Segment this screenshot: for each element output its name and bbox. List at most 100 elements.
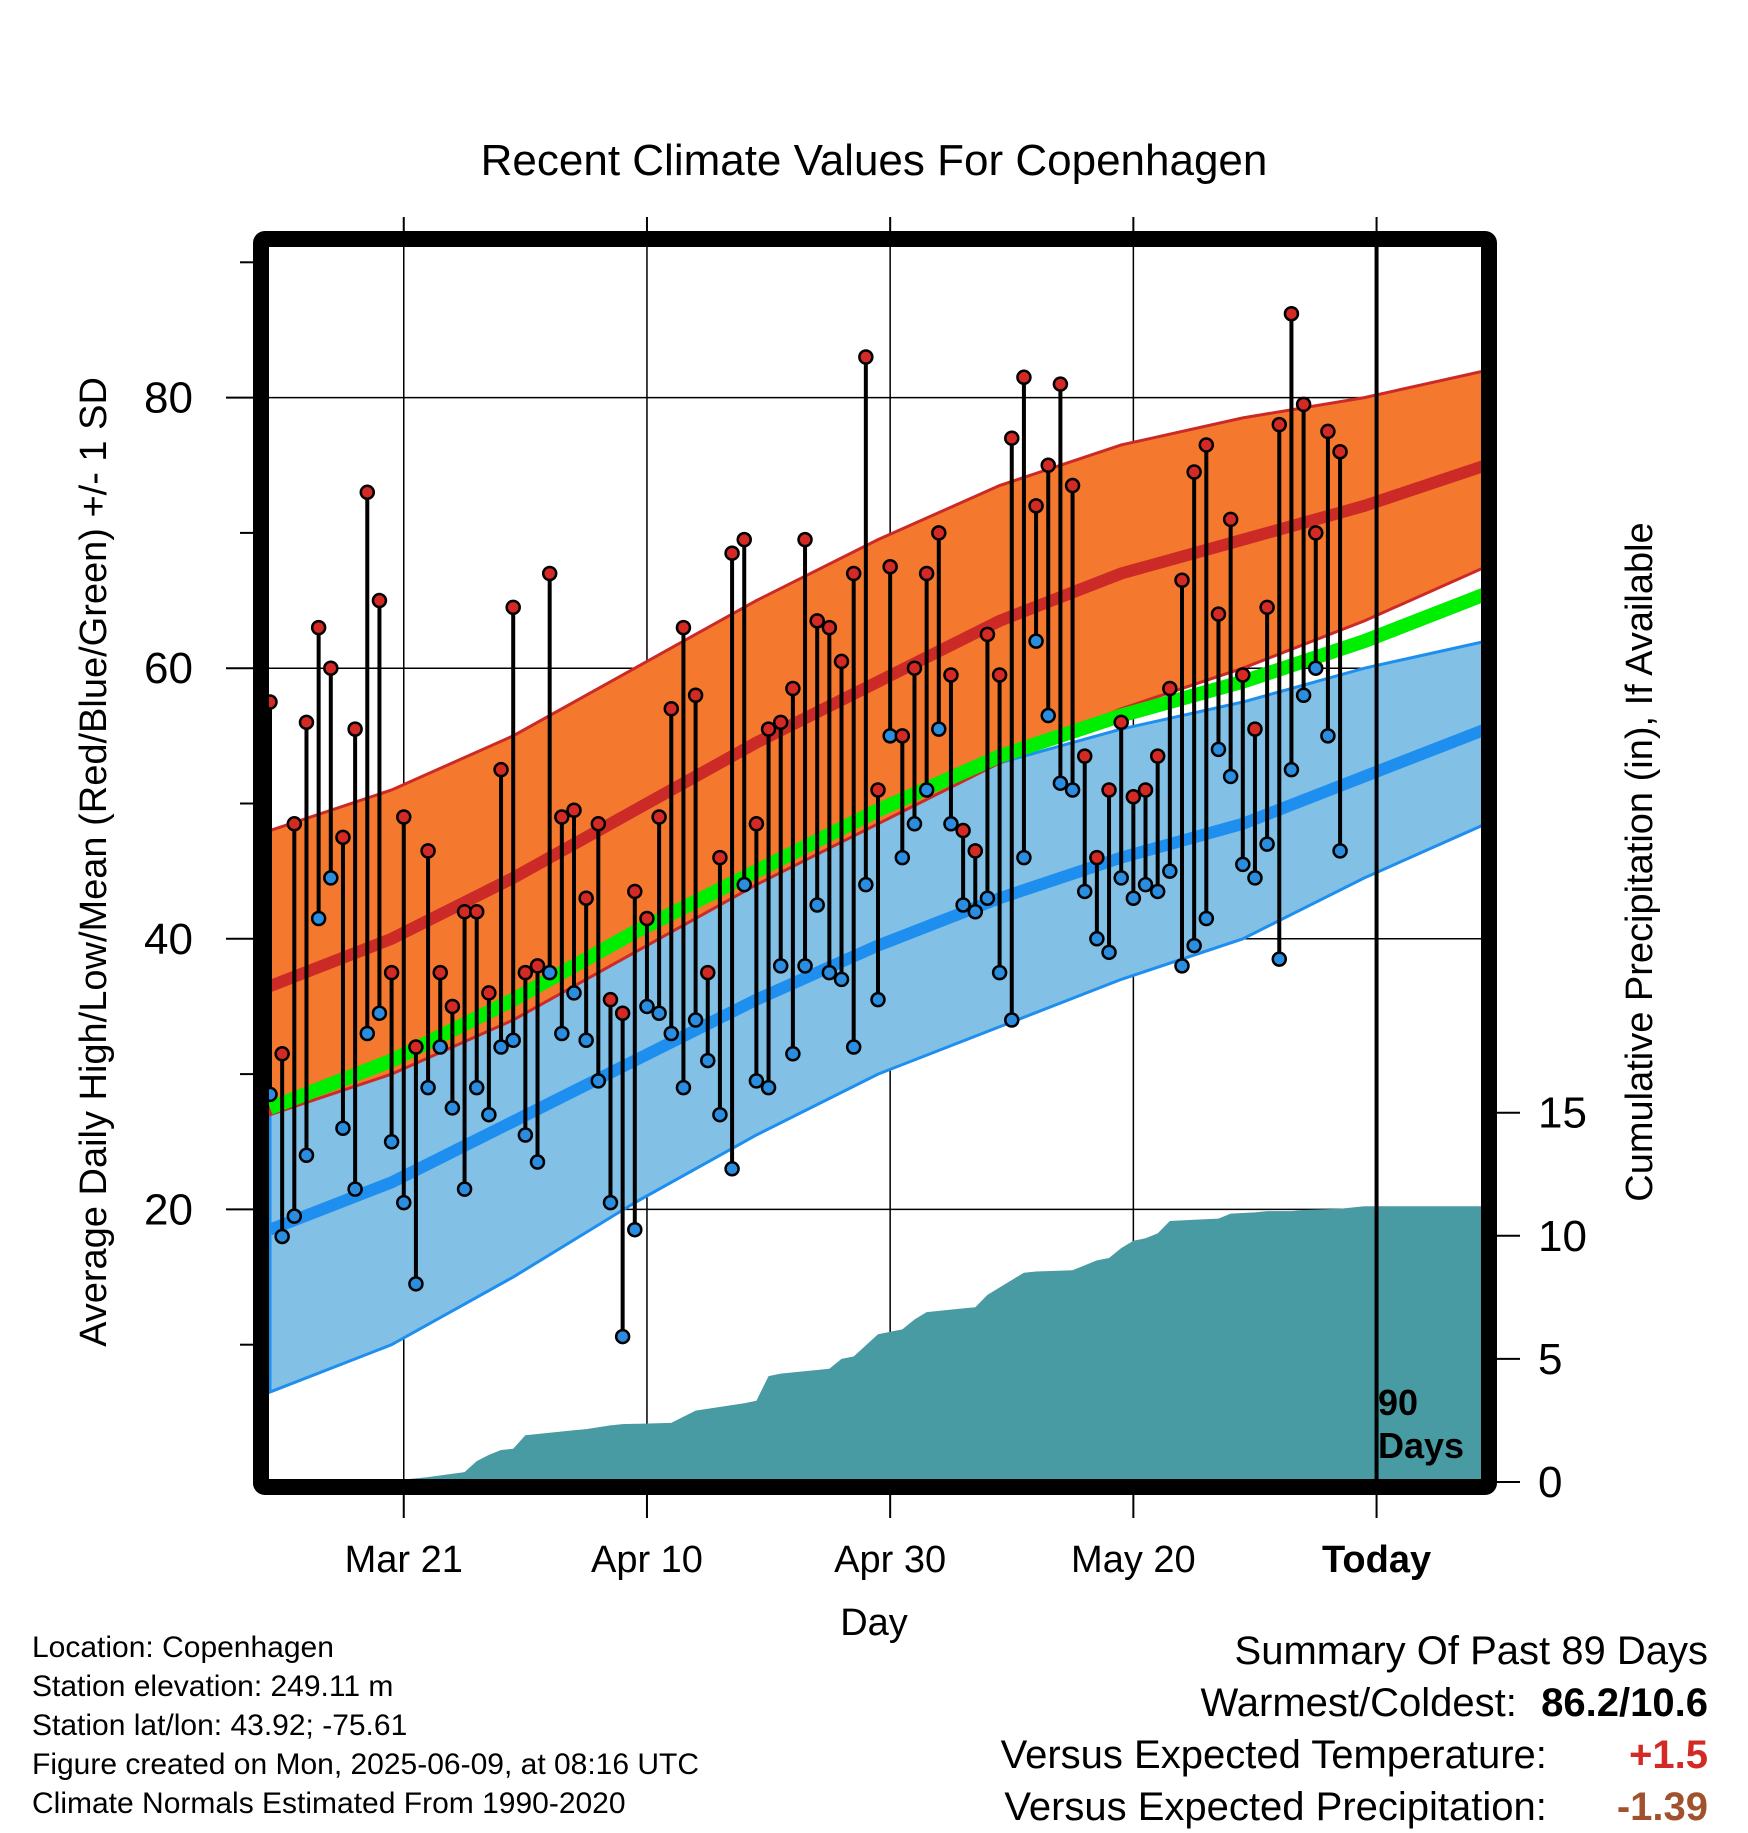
chart-title: Recent Climate Values For Copenhagen — [481, 136, 1268, 185]
daily-high-point — [541, 565, 558, 582]
daily-low-point — [1271, 951, 1288, 967]
daily-low-point — [505, 1032, 521, 1049]
daily-low-point — [529, 1154, 546, 1170]
y-tick-label: 60 — [144, 644, 193, 693]
daily-low-point — [979, 890, 996, 906]
y-axis-label: Average Daily High/Low/Mean (Red/Blue/Gr… — [73, 377, 115, 1347]
daily-high-point — [967, 843, 984, 859]
daily-high-point — [602, 991, 619, 1008]
daily-low-point — [724, 1161, 740, 1177]
daily-high-point — [1320, 423, 1336, 440]
daily-low-point — [675, 1079, 692, 1096]
daily-high-point — [481, 985, 497, 1001]
daily-high-point — [1283, 305, 1300, 322]
daily-high-point — [444, 998, 461, 1015]
created-text: Figure created on Mon, 2025-06-09, at 08… — [32, 1748, 700, 1781]
daily-high-point — [675, 619, 692, 636]
daily-low-point — [821, 964, 838, 981]
daily-low-point — [310, 910, 327, 927]
daily-low-point — [918, 782, 935, 798]
daily-high-point — [955, 822, 971, 839]
daily-high-point — [1198, 437, 1215, 453]
daily-high-point — [1089, 849, 1105, 866]
daily-high-point — [1295, 396, 1312, 413]
daily-high-point — [1101, 782, 1117, 798]
daily-low-point — [517, 1127, 534, 1143]
daily-low-point — [1320, 728, 1336, 744]
daily-low-point — [687, 1012, 704, 1028]
daily-low-point — [1125, 890, 1142, 906]
y2-tick-label: 10 — [1538, 1212, 1587, 1261]
x-tick-label: Apr 30 — [834, 1539, 946, 1581]
y2-tick-label: 5 — [1538, 1335, 1562, 1384]
daily-low-point — [663, 1025, 680, 1042]
y2-axis-label: Cumulative Precipitation (in), If Availa… — [1619, 522, 1661, 1201]
daily-high-point — [614, 1005, 631, 1021]
daily-high-point — [371, 592, 388, 609]
daily-high-point — [396, 809, 412, 825]
daily-high-point — [651, 809, 667, 825]
temp-anomaly-label: Versus Expected Temperature: — [1000, 1733, 1547, 1777]
daily-high-point — [493, 761, 509, 778]
daily-high-point — [1259, 599, 1275, 616]
daily-high-point — [274, 1046, 290, 1062]
daily-high-point — [1076, 748, 1093, 764]
daily-low-point — [298, 1147, 315, 1164]
daily-low-point — [1028, 633, 1044, 649]
daily-low-point — [1259, 836, 1275, 852]
daily-high-point — [870, 782, 886, 798]
daily-high-point — [979, 626, 996, 643]
daily-high-point — [323, 660, 339, 676]
daily-low-point — [809, 897, 825, 913]
daily-low-point — [639, 998, 655, 1015]
daily-high-point — [529, 958, 546, 974]
daily-low-point — [1210, 741, 1227, 758]
daily-high-point — [748, 816, 765, 832]
daily-high-point — [1174, 572, 1190, 589]
daily-high-point — [1308, 525, 1324, 541]
daily-low-point — [967, 903, 984, 920]
daily-low-point — [1052, 775, 1069, 791]
daily-high-point — [420, 843, 436, 859]
summary-panel: Summary Of Past 89 Days Warmest/Coldest:… — [1001, 1625, 1708, 1833]
daily-high-point — [408, 1039, 424, 1055]
daily-high-point — [1247, 721, 1263, 737]
temp-anomaly-value: +1.5 — [1629, 1733, 1708, 1777]
daily-high-point — [991, 667, 1008, 683]
daily-low-point — [1308, 660, 1324, 676]
daily-low-point — [736, 876, 752, 893]
daily-low-point — [1222, 768, 1239, 785]
daily-high-point — [797, 531, 813, 548]
daily-high-point — [468, 903, 485, 920]
daily-low-point — [906, 816, 923, 832]
daily-low-point — [748, 1073, 765, 1089]
daily-high-point — [268, 694, 278, 710]
today-count-label: 90 — [1378, 1382, 1418, 1423]
x-tick-label: Mar 21 — [345, 1539, 463, 1581]
y-tick-label: 20 — [144, 1185, 193, 1234]
high-normal-line — [268, 460, 1482, 992]
latlon-text: Station lat/lon: 43.92; -75.61 — [32, 1709, 408, 1742]
y2-tick-label: 0 — [1538, 1458, 1562, 1507]
daily-low-point — [383, 1134, 400, 1150]
daily-high-point — [1113, 714, 1129, 731]
daily-low-point — [602, 1194, 619, 1211]
daily-high-point — [298, 714, 315, 731]
daily-high-point — [335, 829, 351, 846]
x-tick-label: May 20 — [1071, 1539, 1196, 1581]
daily-low-point — [347, 1181, 363, 1197]
daily-low-point — [481, 1106, 497, 1123]
daily-low-point — [323, 870, 339, 886]
daily-low-point — [1137, 876, 1154, 893]
x-tick-label: Today — [1322, 1539, 1431, 1581]
daily-high-point — [1052, 376, 1069, 392]
daily-high-point — [286, 816, 303, 832]
cumulative-precip-area — [399, 1206, 1482, 1480]
plot-area — [268, 246, 1482, 1480]
daily-low-point — [268, 1086, 278, 1103]
daily-high-point — [760, 721, 777, 737]
daily-low-point — [578, 1032, 594, 1049]
daily-high-point — [918, 565, 935, 582]
daily-low-point — [1064, 782, 1081, 798]
daily-high-point — [1186, 464, 1202, 480]
